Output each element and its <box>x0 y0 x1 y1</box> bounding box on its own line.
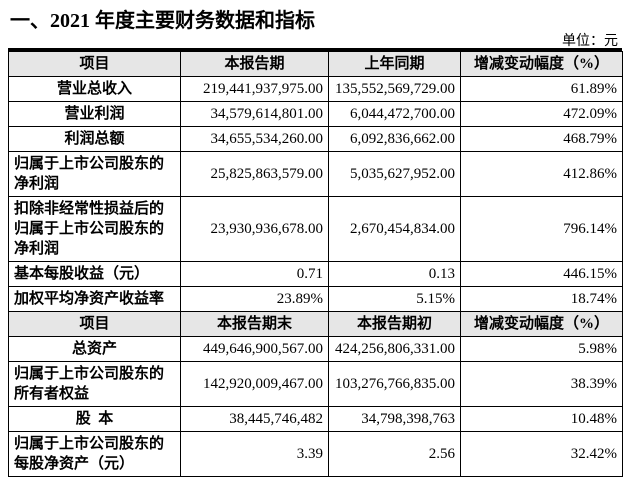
row-label: 营业利润 <box>64 106 125 122</box>
table-cell: 本报告期初 <box>328 311 461 337</box>
table-cell: 0.13 <box>328 261 461 287</box>
table-row: 利润总额 34,655,534,260.00 6,092,836,662.00 468… <box>8 126 623 152</box>
table-cell: 股 本 <box>8 406 181 432</box>
table-cell: 归属于上市公司股东的每股净资产（元） <box>8 431 181 477</box>
table-cell: 项目 <box>8 311 181 337</box>
row-label: 总资产 <box>71 341 117 357</box>
row-label: 营业总收入 <box>56 81 132 97</box>
row-label: 归属于上市公司股东的净利润 <box>14 156 165 192</box>
row-label: 股 本 <box>75 411 114 427</box>
financial-table: 项目 本报告期 上年同期 增减变动幅度（%） 营业总收入 219,441,937,975.… <box>8 51 623 477</box>
table-cell: 23,930,936,678.00 <box>180 196 329 262</box>
table-cell: 23.89% <box>180 286 329 312</box>
table-cell: 38,445,746,482 <box>180 406 329 432</box>
table-cell: 扣除非经常性损益后的归属于上市公司股东的净利润 <box>8 196 181 262</box>
table-cell: 103,276,766,835.00 <box>328 361 461 407</box>
table-cell: 2.56 <box>328 431 461 477</box>
table-cell: 利润总额 <box>8 126 181 152</box>
table-cell: 项目 <box>8 51 181 77</box>
table-cell: 18.74% <box>460 286 623 312</box>
table-cell: 归属于上市公司股东的所有者权益 <box>8 361 181 407</box>
row-label: 加权平均净资产收益率 <box>14 291 165 307</box>
table-cell: 424,256,806,331.00 <box>328 336 461 362</box>
table-cell: 0.71 <box>180 261 329 287</box>
table-cell: 472.09% <box>460 101 623 127</box>
table-row: 股 本 38,445,746,482 34,798,398,763 10.48% <box>8 406 623 432</box>
table-row: 归属于上市公司股东的净利润 25,825,863,579.00 5,035,627,… <box>8 151 623 197</box>
table-cell: 加权平均净资产收益率 <box>8 286 181 312</box>
table-row: 加权平均净资产收益率 23.89% 5.15% 18.74% <box>8 286 623 312</box>
table-cell: 基本每股收益（元） <box>8 261 181 287</box>
table-cell: 10.48% <box>460 406 623 432</box>
unit: 单位：元 <box>562 34 618 49</box>
table-cell: 本报告期 <box>180 51 329 77</box>
table-row: 基本每股收益（元） 0.71 0.13 446.15% <box>8 261 623 287</box>
table-cell: 38.39% <box>460 361 623 407</box>
row-label: 项目 <box>79 56 110 72</box>
table-cell: 营业总收入 <box>8 76 181 102</box>
table-cell: 446.15% <box>460 261 623 287</box>
table-row: 归属于上市公司股东的所有者权益 142,920,009,467.00 103,276… <box>8 361 623 407</box>
table-cell: 3.39 <box>180 431 329 477</box>
table-cell: 6,044,472,700.00 <box>328 101 461 127</box>
table-cell: 营业利润 <box>8 101 181 127</box>
row-label: 扣除非经常性损益后的归属于上市公司股东的净利润 <box>14 201 165 257</box>
row-label: 利润总额 <box>64 131 125 147</box>
table-row: 项目 本报告期 上年同期 增减变动幅度（%） <box>8 51 623 77</box>
table-cell: 增减变动幅度（%） <box>460 51 623 77</box>
table-row: 项目 本报告期末 本报告期初 增减变动幅度（%） <box>8 311 623 337</box>
table-row: 归属于上市公司股东的每股净资产（元） 3.39 2.56 32.42% <box>8 431 623 477</box>
table-cell: 5.15% <box>328 286 461 312</box>
table-cell: 219,441,937,975.00 <box>180 76 329 102</box>
table-cell: 总资产 <box>8 336 181 362</box>
table-cell: 32.42% <box>460 431 623 477</box>
table-cell: 6,092,836,662.00 <box>328 126 461 152</box>
table-cell: 34,655,534,260.00 <box>180 126 329 152</box>
table-cell: 增减变动幅度（%） <box>460 311 623 337</box>
title: 一、2021 年度主要财务数据和指标 <box>10 10 315 32</box>
table-row: 总资产 449,646,900,567.00 424,256,806,331.00 5… <box>8 336 623 362</box>
table-cell: 135,552,569,729.00 <box>328 76 461 102</box>
table-cell: 468.79% <box>460 126 623 152</box>
table-cell: 25,825,863,579.00 <box>180 151 329 197</box>
table-cell: 796.14% <box>460 196 623 262</box>
table-cell: 5,035,627,952.00 <box>328 151 461 197</box>
row-label: 归属于上市公司股东的所有者权益 <box>14 366 165 402</box>
table-cell: 本报告期末 <box>180 311 329 337</box>
table-cell: 5.98% <box>460 336 623 362</box>
table-row: 扣除非经常性损益后的归属于上市公司股东的净利润 23,930,936,678.00… <box>8 196 623 262</box>
table-row: 营业总收入 219,441,937,975.00 135,552,569,729.0… <box>8 76 623 102</box>
table-cell: 449,646,900,567.00 <box>180 336 329 362</box>
table-cell: 上年同期 <box>328 51 461 77</box>
table-cell: 142,920,009,467.00 <box>180 361 329 407</box>
row-label: 归属于上市公司股东的每股净资产（元） <box>14 436 165 472</box>
table-cell: 412.86% <box>460 151 623 197</box>
table-row: 营业利润 34,579,614,801.00 6,044,472,700.00 472… <box>8 101 623 127</box>
row-label: 基本每股收益（元） <box>14 266 150 282</box>
table-cell: 2,670,454,834.00 <box>328 196 461 262</box>
table-cell: 34,579,614,801.00 <box>180 101 329 127</box>
table-cell: 归属于上市公司股东的净利润 <box>8 151 181 197</box>
top-rule <box>8 48 622 51</box>
table-cell: 61.89% <box>460 76 623 102</box>
table-cell: 34,798,398,763 <box>328 406 461 432</box>
row-label: 项目 <box>79 316 110 332</box>
